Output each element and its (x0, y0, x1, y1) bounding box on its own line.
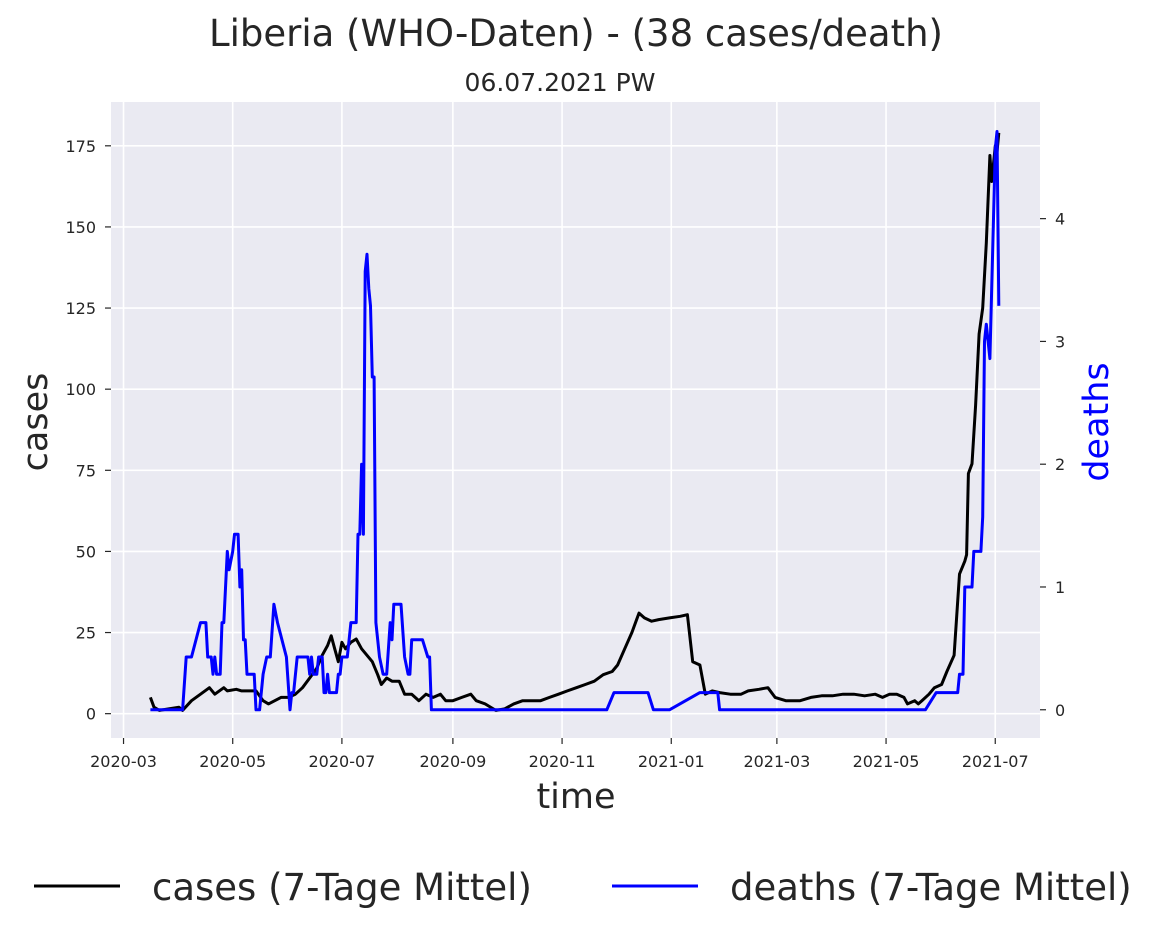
chart-subtitle: 06.07.2021 PW (465, 68, 656, 97)
x-tick-label: 2020-03 (90, 752, 157, 771)
grid (111, 102, 1040, 738)
y-tick-label: 25 (76, 624, 96, 643)
plot-area (111, 102, 1040, 738)
y-tick-label: 175 (65, 137, 96, 156)
y2-axis-label: deaths (1077, 362, 1117, 481)
x-tick-label: 2020-11 (529, 752, 596, 771)
y-tick-label: 100 (65, 380, 96, 399)
x-tick-label: 2020-07 (308, 752, 375, 771)
x-axis-label: time (536, 777, 615, 817)
x-tick-label: 2020-05 (199, 752, 266, 771)
y-tick-label: 50 (76, 542, 96, 561)
y-axis-label: cases (16, 373, 56, 472)
x-tick-label: 2021-05 (853, 752, 920, 771)
y-tick-label: 0 (86, 705, 96, 724)
x-tick-label: 2021-07 (962, 752, 1029, 771)
series-layer (148, 130, 1001, 712)
x-tick-label: 2021-01 (638, 752, 705, 771)
deaths-line (150, 130, 1001, 712)
chart-title: Liberia (WHO-Daten) - (38 cases/death) (209, 12, 943, 55)
tick-labels: 2020-03 2020-05 2020-07 2020-09 2020-11 2021-… (65, 137, 1065, 771)
y-tick-label: 150 (65, 218, 96, 237)
y-tick-label: 125 (65, 299, 96, 318)
x-tick-label: 2021-03 (743, 752, 810, 771)
y2-tick-label: 0 (1055, 701, 1065, 720)
legend-label-cases: cases (7-Tage Mittel) (152, 866, 532, 909)
y2-tick-label: 4 (1055, 210, 1065, 229)
y2-tick-label: 1 (1055, 578, 1065, 597)
x-tick-label: 2020-09 (419, 752, 486, 771)
y2-tick-label: 3 (1055, 332, 1065, 351)
y-tick-label: 75 (76, 461, 96, 480)
legend-label-deaths: deaths (7-Tage Mittel) (730, 866, 1132, 909)
y2-tick-label: 2 (1055, 455, 1065, 474)
legend: cases (7-Tage Mittel) deaths (7-Tage Mit… (34, 866, 1132, 909)
cases-line (148, 132, 1001, 712)
